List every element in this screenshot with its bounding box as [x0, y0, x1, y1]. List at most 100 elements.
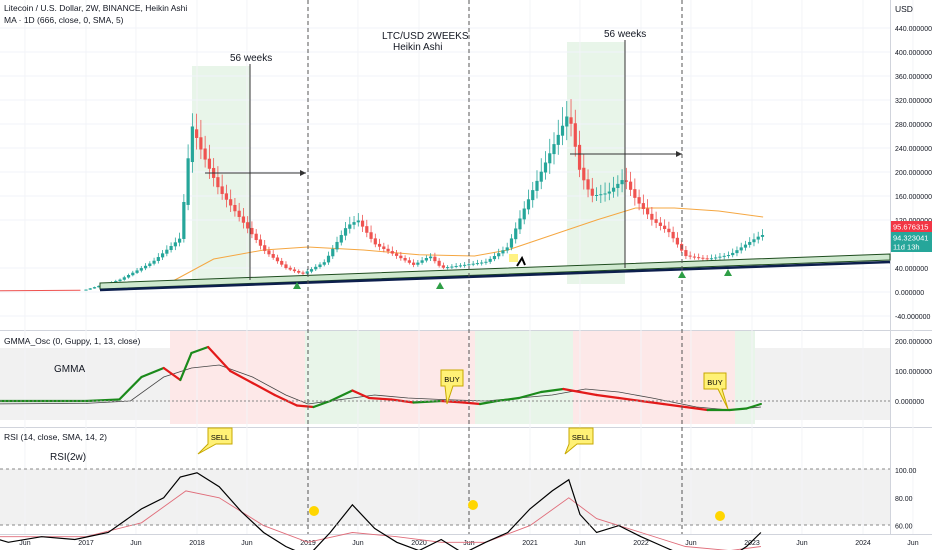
candle-body — [135, 270, 139, 273]
green-zone — [305, 331, 380, 424]
candle-body — [484, 261, 488, 263]
candle-body — [169, 246, 173, 251]
candle-body — [548, 153, 552, 164]
rsi-bottom-dot — [715, 511, 725, 521]
gmma-osc-segment — [539, 387, 565, 394]
candle-body — [420, 260, 424, 263]
green-zone — [567, 42, 625, 284]
candle-body — [488, 258, 492, 262]
rsi-ma-line[interactable] — [0, 490, 761, 550]
candle-body — [450, 266, 454, 268]
candle-body — [160, 253, 165, 258]
green-zone — [192, 66, 250, 286]
candle-body — [186, 158, 190, 205]
candle-body — [284, 264, 288, 269]
gmma-osc-segment — [162, 366, 182, 382]
currency-label: USD — [895, 4, 913, 14]
candle-body — [182, 201, 186, 239]
gmma-tick-label: 0.000000 — [895, 399, 924, 406]
support-trendline[interactable] — [99, 260, 891, 292]
candle-body — [246, 222, 250, 229]
candle-body — [143, 265, 148, 269]
candle-body — [126, 275, 131, 278]
candle-body — [190, 126, 194, 163]
support-channel[interactable] — [99, 253, 891, 290]
candle-body — [131, 272, 135, 276]
red-zone — [170, 331, 305, 424]
candle-body — [122, 277, 126, 280]
candle-body — [399, 255, 403, 259]
candle-body — [348, 224, 352, 229]
candle-body — [739, 247, 743, 251]
gmma-osc-segment — [578, 390, 598, 397]
candle-body — [250, 227, 254, 235]
rsi-line[interactable] — [0, 472, 762, 550]
candle-body — [586, 179, 590, 190]
candle-body — [224, 193, 229, 200]
candle-body — [463, 264, 467, 266]
buy-callout[interactable]: BUY — [440, 369, 464, 405]
candle-body — [441, 265, 445, 268]
rsi-bottom-dot — [468, 500, 478, 510]
candle-body — [509, 238, 514, 248]
candle-body — [220, 186, 224, 194]
candle-body — [275, 257, 280, 262]
bottom-marker — [436, 282, 444, 289]
candle-body — [152, 260, 156, 264]
gmma-osc-segment — [517, 390, 543, 400]
gmma-osc-segment — [295, 404, 315, 409]
candle-body — [305, 271, 309, 274]
sell-label: SELL — [211, 433, 229, 442]
candle-body — [331, 248, 335, 257]
candle-body — [501, 250, 505, 254]
candle-body — [760, 235, 765, 237]
gmma-osc-segment — [251, 381, 276, 397]
candle-body — [322, 262, 326, 265]
rsi-tick-label: 80.00 — [895, 496, 913, 503]
candle-body — [114, 281, 118, 283]
candle-body — [92, 287, 97, 289]
candle-body — [178, 238, 182, 243]
time-tick-label: 2023 — [744, 540, 760, 547]
candle-body — [301, 272, 305, 274]
gmma-osc-segment — [462, 401, 482, 406]
candle-body — [314, 266, 318, 270]
candle-body — [254, 233, 258, 240]
sell-callout[interactable]: SELL — [197, 427, 233, 455]
candle-body — [603, 193, 607, 195]
rsi-lines — [0, 472, 762, 550]
ma-line-group — [169, 207, 764, 284]
rsi-bottom-dot — [309, 506, 319, 516]
candle-body — [429, 256, 433, 259]
candle-body — [701, 257, 705, 259]
time-tick-label: 2018 — [189, 540, 205, 547]
time-tick-label: Jun — [352, 540, 363, 547]
gmma-osc-segment — [367, 396, 393, 401]
candle-body — [599, 194, 603, 196]
gmma-signal-line[interactable] — [0, 364, 761, 411]
candle-body — [233, 204, 237, 212]
candle-body — [377, 243, 382, 247]
candle-body — [352, 222, 356, 225]
sell-callout[interactable]: SELL — [564, 427, 594, 455]
price-pane[interactable] — [0, 0, 890, 330]
candle-body — [216, 177, 220, 188]
price-badges: 95.676315 94.323041 11d 13h — [891, 221, 932, 252]
candle-body — [229, 199, 233, 206]
candle-body — [565, 116, 569, 127]
candle-body — [658, 222, 662, 226]
gmma-osc-segment — [684, 405, 709, 412]
gmma-label: GMMA — [54, 364, 86, 375]
buy-callout[interactable]: BUY — [703, 372, 729, 410]
candle-body — [569, 117, 573, 124]
rsi-legend: RSI (14, close, SMA, 14, 2) — [4, 432, 107, 442]
sell-label: SELL — [572, 433, 590, 442]
candle-body — [118, 279, 122, 282]
candle-body — [731, 252, 735, 256]
candle-body — [667, 228, 671, 233]
price-tick-label: 240.000000 — [895, 146, 932, 153]
candle-body — [339, 235, 343, 243]
ma-line[interactable] — [169, 207, 764, 284]
candle-body — [403, 257, 407, 261]
